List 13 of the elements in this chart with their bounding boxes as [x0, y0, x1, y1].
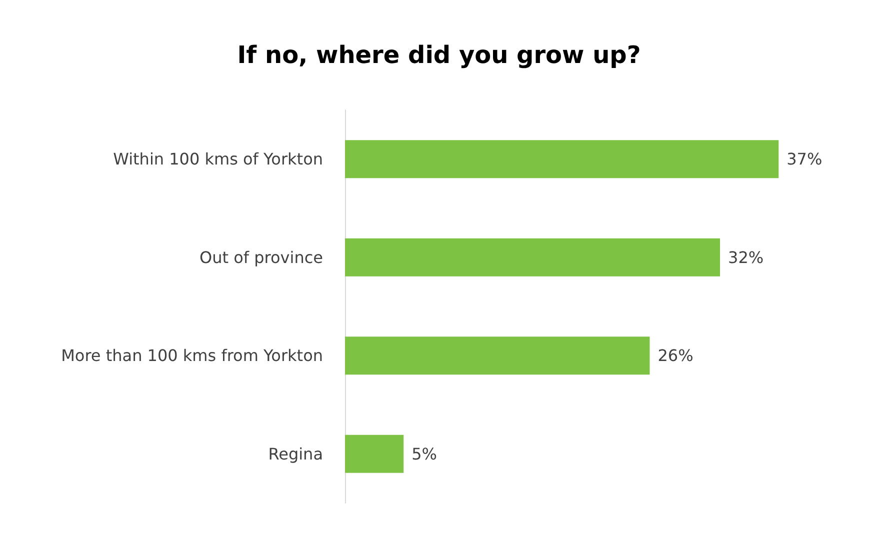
y-tick-label: Out of province — [200, 248, 323, 267]
data-label: 32% — [728, 248, 764, 267]
bar — [345, 336, 650, 375]
y-tick-label: Within 100 kms of Yorkton — [113, 150, 323, 169]
y-tick-label: More than 100 kms from Yorkton — [61, 346, 323, 366]
y-tick-label: Regina — [268, 444, 323, 464]
data-label: 26% — [658, 346, 694, 366]
bar — [345, 434, 404, 473]
data-label: 37% — [786, 150, 822, 169]
bar — [345, 140, 779, 178]
data-label: 5% — [412, 444, 437, 464]
bar — [345, 238, 720, 276]
chart-title: If no, where did you grow up? — [237, 41, 641, 69]
